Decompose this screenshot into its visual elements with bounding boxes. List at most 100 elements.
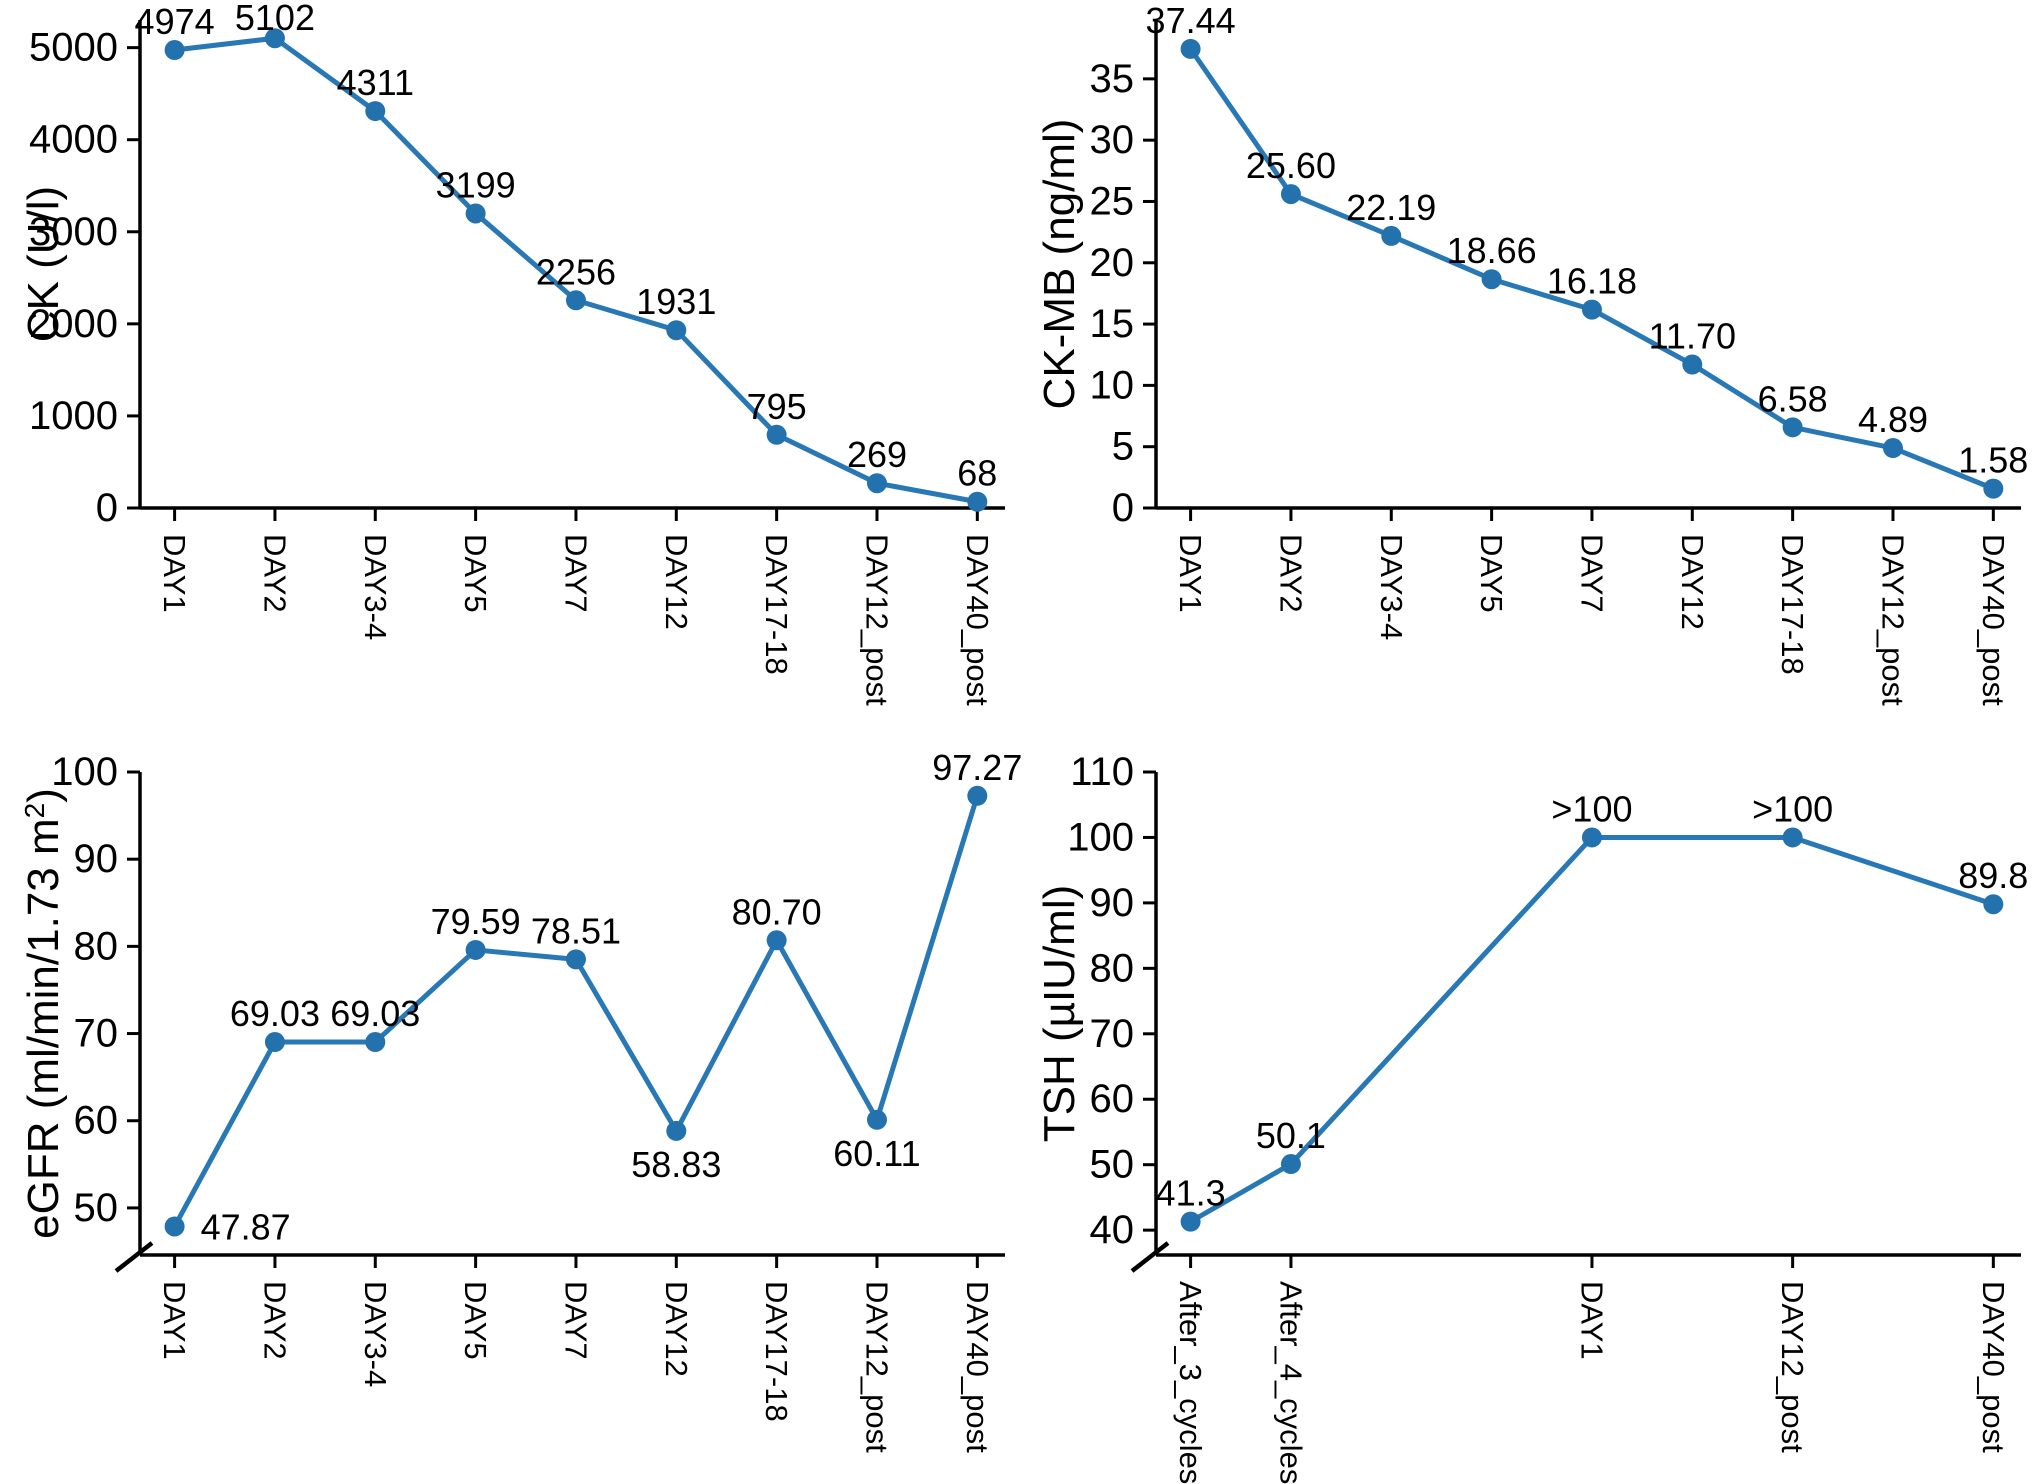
data-point-label: 18.66 (1447, 230, 1537, 271)
y-axis-title: eGFR (ml/min/1.73 m2) (19, 788, 68, 1239)
data-point (1180, 38, 1201, 59)
y-tick-label: 90 (74, 837, 119, 881)
data-point-label: 1931 (636, 281, 716, 322)
data-point (1682, 354, 1703, 375)
data-point (1882, 438, 1903, 459)
data-point-label: 16.18 (1547, 261, 1637, 302)
y-tick-label: 5 (1112, 425, 1134, 469)
data-point (967, 491, 988, 512)
data-point (264, 1032, 285, 1053)
y-tick-label: 80 (1090, 946, 1135, 990)
data-point (1581, 827, 1602, 848)
x-tick-label: DAY1 (157, 1281, 192, 1360)
chart-tsh: 40 50 60 70 80 90 100 110 After_3_cycles After_4_… (1035, 750, 2028, 1484)
data-point-label: 795 (747, 386, 807, 427)
y-tick-label: 5000 (29, 26, 118, 70)
x-tick-label: DAY7 (1574, 534, 1609, 613)
data-point-label: 47.87 (201, 1206, 291, 1247)
axis-break-mark (1130, 1241, 1170, 1273)
x-tick-label: DAY1 (1173, 534, 1208, 613)
x-tick-label: DAY40_post (960, 534, 995, 706)
data-point-label: 50.1 (1256, 1115, 1326, 1156)
x-tick-label: After_4_cycles (1273, 1281, 1308, 1484)
data-point-label: 6.58 (1758, 378, 1828, 419)
y-tick-label: 90 (1090, 881, 1135, 925)
x-tick-label: DAY12 (659, 1281, 694, 1377)
y-tick-label: 1000 (29, 394, 118, 438)
data-point-label: 3199 (436, 164, 516, 205)
y-axis-title: CK (U/l) (19, 186, 68, 342)
y-tick-label: 70 (74, 1012, 119, 1056)
x-tick-label: DAY17-18 (759, 1281, 794, 1422)
data-point (365, 1032, 386, 1053)
y-tick-label: 35 (1090, 57, 1135, 101)
data-point (1280, 184, 1301, 205)
x-tick-label: DAY12_post (1875, 534, 1910, 706)
data-point (766, 930, 787, 951)
data-point-label: 4311 (337, 62, 414, 103)
x-tick-label: DAY12 (659, 534, 694, 630)
y-tick-label: 10 (1090, 363, 1135, 407)
data-point (565, 949, 586, 970)
x-tick-label: DAY40_post (1976, 534, 2011, 706)
chart-ck: 0 1000 2000 3000 4000 5000 DAY1 DAY2 DAY3-4 DAY5 D… (19, 0, 1005, 706)
x-tick-label: DAY7 (558, 534, 593, 613)
data-point-label: 80.70 (732, 891, 822, 932)
x-tick-label: After_3_cycles (1173, 1281, 1208, 1484)
x-tick-label: DAY5 (458, 534, 493, 613)
data-point-label: 60.11 (833, 1133, 920, 1174)
data-point (1782, 827, 1803, 848)
data-point (1481, 269, 1502, 290)
x-tick-label: DAY12_post (859, 1281, 894, 1453)
data-point-label: 79.59 (431, 901, 521, 942)
x-tick-label: DAY5 (458, 1281, 493, 1360)
y-tick-label: 15 (1090, 302, 1135, 346)
axis-break-mark (114, 1241, 154, 1273)
data-point (264, 28, 285, 49)
y-tick-label: 110 (1070, 750, 1134, 794)
data-point (967, 785, 988, 806)
y-tick-label: 50 (74, 1186, 119, 1230)
data-point-label: 69.03 (330, 993, 420, 1034)
data-point (164, 40, 185, 61)
data-point (465, 203, 486, 224)
x-tick-label: DAY1 (157, 534, 192, 613)
x-tick-label: DAY2 (257, 534, 292, 613)
data-point (866, 1109, 887, 1130)
y-tick-label: 25 (1090, 179, 1135, 223)
data-point (1983, 478, 2004, 499)
y-tick-label: 70 (1090, 1012, 1135, 1056)
data-point-label: 78.51 (531, 910, 621, 951)
data-point (465, 939, 486, 960)
chart-ckmb: 0 5 10 15 20 25 30 35 DAY1 DAY2 DAY3-4 DAY5 DAY7 DAY1… (1035, 0, 2028, 706)
data-point (766, 424, 787, 445)
data-point-label: 1.58 (1958, 440, 2028, 481)
data-point-label: 37.44 (1146, 0, 1236, 41)
data-point-label: 41.3 (1156, 1173, 1226, 1214)
y-tick-label: 100 (1067, 815, 1134, 859)
y-tick-label: 80 (74, 924, 119, 968)
data-point (1381, 225, 1402, 246)
data-point (565, 290, 586, 311)
data-point (866, 473, 887, 494)
x-tick-label: DAY12_post (859, 534, 894, 706)
x-tick-label: DAY5 (1474, 534, 1509, 613)
x-tick-label: DAY17-18 (759, 534, 794, 675)
data-point-label: 69.03 (230, 993, 320, 1034)
y-tick-label: 2000 (29, 302, 118, 346)
data-point (164, 1216, 185, 1237)
y-tick-label: 50 (1090, 1143, 1135, 1187)
y-axis-title: TSH (µIU/ml) (1035, 885, 1084, 1143)
y-tick-label: 30 (1090, 118, 1135, 162)
data-point-label: 58.83 (631, 1144, 721, 1185)
data-point-label: 89.8 (1958, 855, 2028, 896)
data-point (1180, 1211, 1201, 1232)
x-tick-label: DAY3-4 (1374, 534, 1409, 640)
y-tick-label: 60 (74, 1099, 119, 1143)
data-point-label: 11.70 (1649, 316, 1736, 357)
data-point-label: 22.19 (1346, 187, 1436, 228)
